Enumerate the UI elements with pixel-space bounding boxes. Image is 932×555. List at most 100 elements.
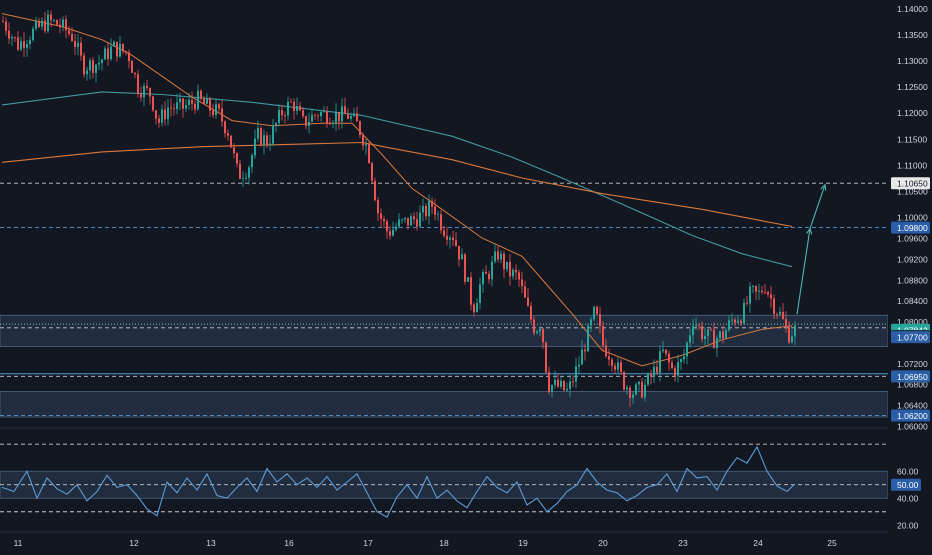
- time-tick-label: 17: [363, 538, 373, 548]
- candle-up: [11, 37, 13, 39]
- candle-up: [677, 362, 679, 376]
- candle-up: [269, 143, 271, 146]
- price-axis-background: [888, 0, 932, 550]
- candle-down: [602, 325, 604, 346]
- candle-down: [509, 261, 511, 277]
- candle-down: [416, 219, 418, 227]
- candle-up: [560, 380, 562, 387]
- candle-up: [581, 349, 583, 365]
- candle-up: [506, 261, 508, 270]
- time-tick-label: 24: [753, 538, 763, 548]
- candle-down: [107, 48, 109, 60]
- candle-up: [197, 90, 199, 110]
- candle-down: [125, 51, 127, 53]
- candle-down: [155, 110, 157, 119]
- candle-up: [188, 99, 190, 105]
- price-tick-label: 1.14000: [897, 4, 928, 14]
- candle-down: [68, 30, 70, 35]
- candle-down: [701, 326, 703, 339]
- candle-up: [254, 138, 256, 156]
- candle-up: [716, 338, 718, 349]
- candle-down: [368, 143, 370, 164]
- candle-down: [497, 251, 499, 260]
- candle-up: [47, 14, 49, 32]
- price-tick-label: 1.12000: [897, 108, 928, 118]
- candle-down: [383, 218, 385, 222]
- candle-up: [728, 320, 730, 331]
- candle-down: [293, 101, 295, 111]
- supply-demand-zone: [0, 391, 889, 418]
- price-tick-label: 1.06000: [897, 421, 928, 431]
- candle-down: [71, 34, 73, 41]
- candle-down: [221, 108, 223, 122]
- candle-up: [449, 237, 451, 240]
- candle-up: [593, 306, 595, 320]
- candle-down: [347, 114, 349, 119]
- price-label-box: [891, 221, 930, 234]
- rsi-tick-label: 20.00: [897, 521, 919, 531]
- candle-down: [557, 379, 559, 387]
- candle-up: [752, 285, 754, 287]
- candle-up: [296, 106, 298, 111]
- candle-down: [173, 108, 175, 110]
- candle-down: [302, 110, 304, 117]
- time-tick-label: 11: [14, 538, 23, 548]
- candle-up: [167, 107, 169, 120]
- time-tick-label: 25: [827, 538, 837, 548]
- projection-layer: [796, 183, 827, 315]
- candle-up: [101, 59, 103, 63]
- candle-up: [539, 328, 541, 332]
- candle-down: [2, 21, 4, 23]
- candle-up: [467, 277, 469, 282]
- price-label: 1.07700: [897, 333, 928, 343]
- candle-down: [740, 320, 742, 324]
- candle-up: [119, 43, 121, 57]
- rsi-value-box: [891, 478, 921, 491]
- supply-demand-zone: [0, 314, 889, 347]
- candle-down: [608, 356, 610, 360]
- candle-down: [266, 135, 268, 146]
- candle-down: [527, 297, 529, 306]
- candle-down: [116, 41, 118, 57]
- candle-down: [83, 55, 85, 75]
- candle-down: [452, 237, 454, 241]
- candle-down: [698, 325, 700, 327]
- candle-up: [86, 70, 88, 75]
- candle-down: [521, 279, 523, 287]
- candle-up: [245, 177, 247, 179]
- candle-down: [431, 200, 433, 207]
- candle-up: [632, 394, 634, 398]
- candle-up: [569, 381, 571, 389]
- candle-up: [707, 329, 709, 337]
- candle-up: [89, 60, 91, 71]
- candle-down: [230, 135, 232, 148]
- candle-up: [398, 219, 400, 227]
- candle-down: [314, 114, 316, 116]
- candle-up: [392, 229, 394, 236]
- price-tick-label: 1.09600: [897, 234, 928, 244]
- candle-up: [686, 342, 688, 357]
- candle-down: [614, 365, 616, 370]
- candle-up: [791, 336, 793, 343]
- candle-down: [299, 106, 301, 111]
- candle-up: [206, 98, 208, 104]
- price-tick-label: 1.06400: [897, 401, 928, 411]
- candle-up: [476, 302, 478, 313]
- candle-up: [536, 331, 538, 334]
- candle-up: [587, 325, 589, 352]
- candle-down: [542, 328, 544, 343]
- candle-down: [305, 116, 307, 126]
- candle-up: [257, 128, 259, 139]
- candle-down: [518, 272, 520, 280]
- candle-down: [200, 90, 202, 99]
- candle-up: [404, 217, 406, 220]
- candle-down: [5, 21, 7, 31]
- candle-layer: [2, 9, 796, 407]
- candle-up: [32, 28, 34, 41]
- candle-down: [665, 349, 667, 354]
- candle-down: [158, 118, 160, 123]
- candle-down: [233, 147, 235, 154]
- price-tick-label: 1.06800: [897, 380, 928, 390]
